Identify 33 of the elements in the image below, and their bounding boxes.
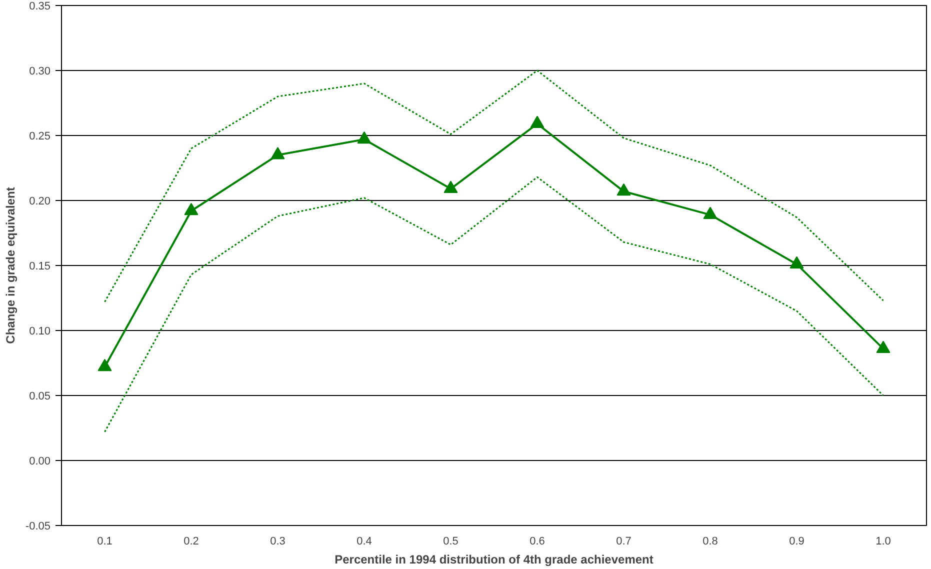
x-tick-label: 0.2 [184, 536, 199, 548]
point [98, 358, 112, 372]
point [616, 183, 631, 196]
x-tick-label: 0.8 [702, 536, 718, 548]
point [184, 202, 198, 216]
y-tick-label: 0.20 [29, 196, 51, 208]
line-series [104, 70, 884, 303]
y-tick-label: 0.25 [29, 130, 51, 142]
point [444, 180, 458, 194]
y-tick-label: 0.15 [29, 260, 51, 272]
point [270, 146, 285, 160]
y-tick-label: 0.30 [29, 66, 51, 78]
y-tick-label: -0.05 [25, 520, 51, 532]
x-tick-label: 0.1 [97, 536, 112, 548]
line-series [104, 176, 884, 433]
point [876, 340, 890, 353]
point [357, 131, 372, 144]
point [790, 256, 804, 268]
x-tick-label: 0.3 [270, 536, 286, 548]
x-axis-title: Percentile in 1994 distribution of 4th grade achievement [334, 552, 654, 566]
x-tick-label: 1.0 [876, 536, 891, 548]
y-tick-label: 0.00 [29, 456, 51, 468]
point [703, 206, 718, 220]
y-tick-label: 0.10 [29, 326, 51, 338]
point [530, 116, 544, 128]
y-tick-label: 0.35 [29, 0, 51, 12]
y-axis-title: Change in grade equivalent [3, 187, 18, 344]
x-tick-label: 0.6 [530, 536, 545, 548]
x-tick-label: 0.4 [356, 536, 372, 548]
x-tick-label: 0.9 [789, 536, 804, 548]
x-tick-label: 0.7 [616, 536, 632, 548]
y-tick-label: 0.05 [29, 390, 51, 402]
x-tick-label: 0.5 [443, 536, 458, 548]
